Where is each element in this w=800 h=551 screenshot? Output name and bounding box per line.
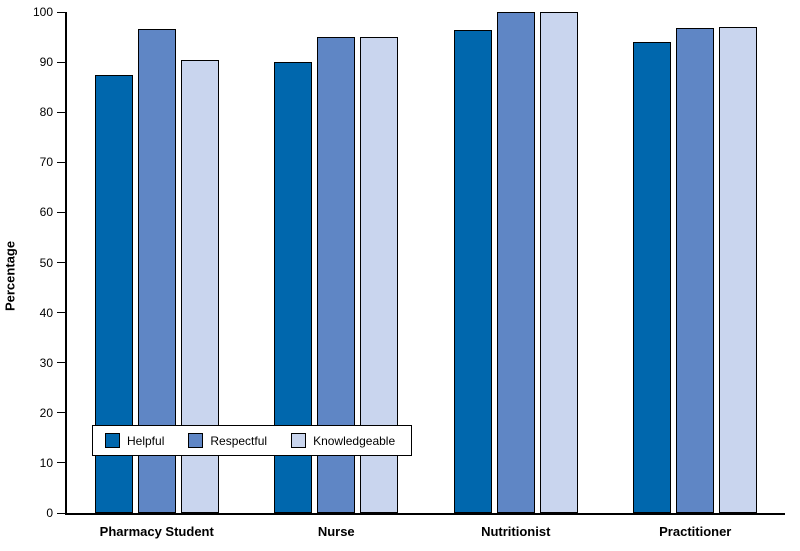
x-axis-label: Nurse [317,524,355,539]
bar-group [426,12,606,513]
bar-helpful [453,30,492,513]
legend-label: Respectful [210,433,268,448]
legend-label: Helpful [127,433,165,448]
y-axis-title: Percentage [2,240,18,311]
x-axis-label: Nutritionist [481,524,551,539]
y-tick-label: 60 [39,205,53,220]
y-tick: 80 [40,105,66,119]
y-tick: 30 [40,356,66,370]
y-tick-label: 50 [39,255,53,270]
plot-area: 0 10 20 30 40 50 60 70 80 90 100 Pharmacy Student N… [33,5,786,539]
legend-swatch-helpful [105,433,120,448]
x-axis-labels: Pharmacy Student Nurse Nutritionist Practit… [67,513,785,539]
y-tick: 10 [40,456,66,470]
legend: Helpful Respectful Knowledgeable [92,425,413,456]
bar-knowledgeable [719,27,758,513]
y-tick: 70 [40,155,66,169]
bar-respectful [496,12,535,513]
y-tick-label: 30 [39,355,53,370]
legend-item: Respectful [188,433,267,448]
bar-respectful [676,28,715,513]
legend-label: Knowledgeable [313,433,396,448]
y-tick-label: 100 [32,5,53,19]
y-tick: 90 [40,55,66,69]
bar-helpful [633,42,672,513]
x-axis-label: Pharmacy Student [99,524,214,539]
y-tick-label: 0 [46,506,53,520]
legend-swatch-knowledgeable [291,433,307,448]
y-tick-label: 20 [39,405,53,420]
legend-item: Knowledgeable [291,433,395,448]
y-tick-label: 90 [39,55,53,70]
y-tick-label: 80 [39,105,53,120]
y-tick: 20 [40,406,66,420]
y-tick: 100 [33,5,66,19]
x-axis-label: Practitioner [659,524,732,539]
y-tick: 0 [46,506,66,520]
y-tick: 60 [40,205,66,219]
y-tick-label: 70 [39,155,53,170]
bar-group [606,12,786,513]
y-tick-label: 40 [39,305,53,320]
y-tick: 50 [40,256,66,270]
legend-item: Helpful [105,433,164,448]
y-tick: 40 [40,306,66,320]
y-tick-label: 10 [39,455,53,470]
bar-knowledgeable [539,12,578,513]
legend-swatch-respectful [188,433,204,448]
